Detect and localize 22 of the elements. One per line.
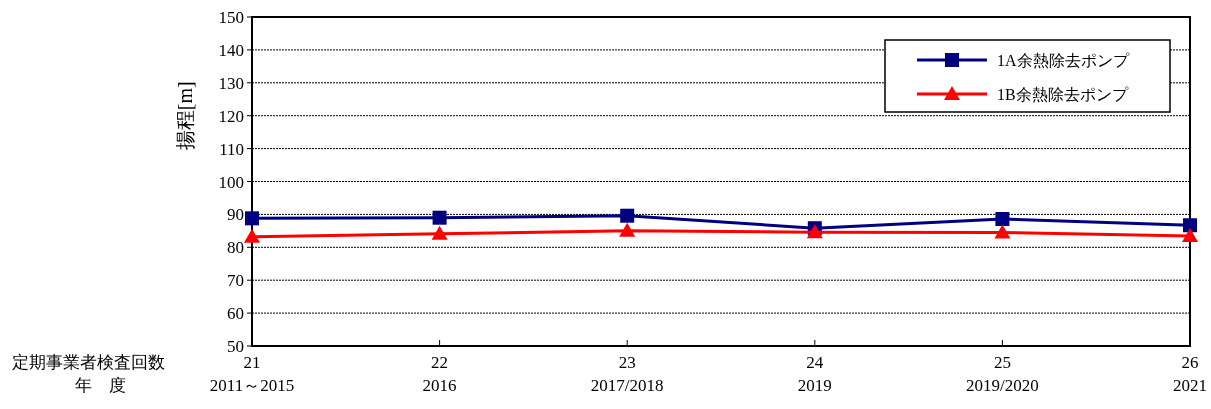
y-tick-label: 150 [218,8,244,27]
x-tick-label: 26 2021 [1173,353,1207,395]
y-axis-title: 揚程[m] [174,81,196,151]
y-tick-label: 120 [218,106,244,126]
y-tick-label: 100 [218,172,244,192]
text: 年 度 [74,376,126,395]
y-tick-label: 50 [227,337,244,356]
y-tick-label: 130 [218,73,244,93]
x-tick-label: 23 2017/2018 [590,353,664,395]
y-tick-label: 70 [227,271,244,291]
x-tick-label: 22 2016 [422,353,457,395]
legend-label: 1B余熱除去ポンプ [997,86,1129,103]
y-tick-label: 60 [227,304,244,324]
y-tick-label: 140 [218,40,244,60]
legend-label: 1A余熱除去ポンプ [997,52,1130,69]
y-tick-label: 80 [227,238,244,258]
text: 定期事業者検査回数 [12,353,165,372]
x-tick-label: 24 2019 [797,353,832,395]
x-tick-label: 25 2019/2020 [966,353,1039,395]
x-tick-label: 21 2011～2015 [209,353,295,395]
y-tick-label: 90 [227,205,244,225]
y-tick-label: 110 [219,139,244,159]
